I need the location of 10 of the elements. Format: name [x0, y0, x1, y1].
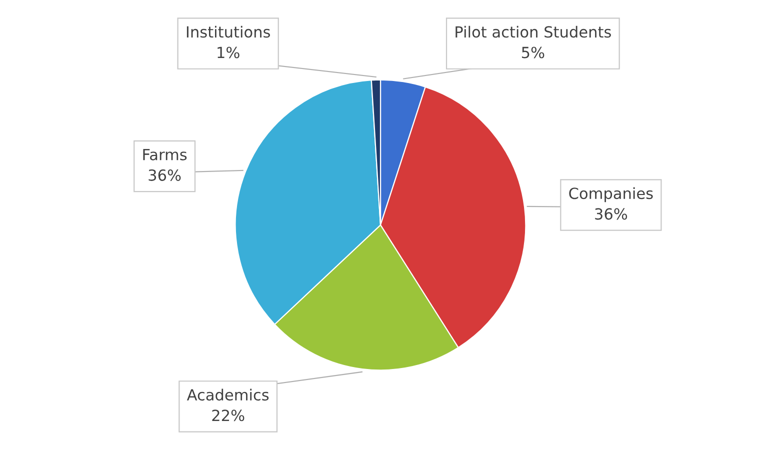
- data-label: 36%: [595, 208, 628, 220]
- slice-label: Companies: [569, 187, 653, 202]
- data-label: 22%: [212, 410, 244, 422]
- data-label: 1%: [218, 46, 240, 58]
- slice-label: Pilot action Students: [456, 26, 611, 38]
- slice-label: Academics: [186, 388, 269, 401]
- data-label: 5%: [522, 46, 544, 58]
- data-label: 36%: [148, 169, 181, 181]
- slice-label: Institutions: [186, 26, 270, 38]
- slice-label: Farms: [143, 149, 187, 160]
